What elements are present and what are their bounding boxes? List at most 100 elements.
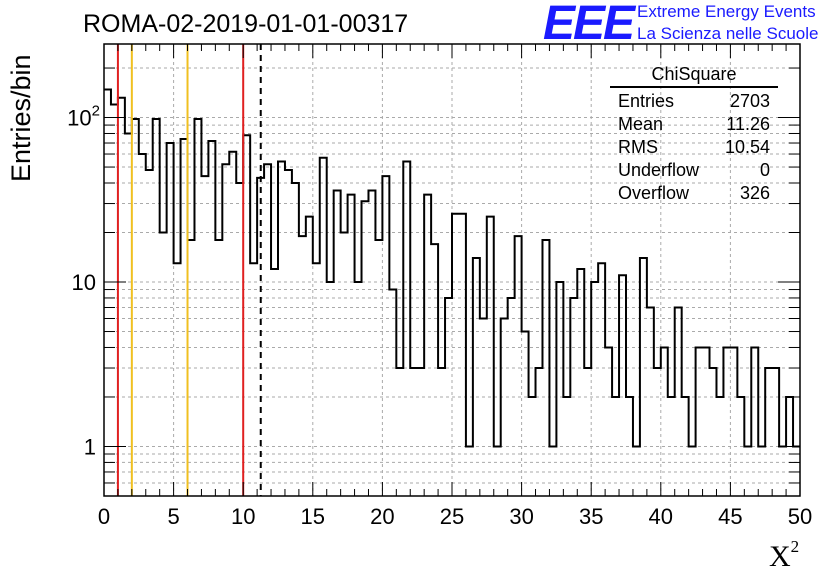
histogram-bin (341, 233, 348, 496)
histogram-bin (181, 139, 188, 496)
histogram-bin (236, 183, 243, 496)
histogram-bin (661, 347, 668, 496)
axis-ticks (103, 44, 801, 497)
histogram-bin (348, 195, 355, 496)
histogram-bin (368, 191, 375, 496)
histogram-bin (410, 368, 417, 496)
stats-label: RMS (618, 137, 658, 157)
x-axis-label-sup: 2 (790, 537, 800, 556)
x-tick-label: 40 (649, 504, 673, 529)
logo-caption-line2: La Scienza nelle Scuole (637, 24, 819, 43)
histogram-bin (438, 368, 445, 496)
histogram-bin (473, 258, 480, 496)
histogram-bin (522, 332, 529, 496)
grid-lines (104, 44, 800, 497)
histogram-bin (355, 282, 362, 496)
histogram-bin (640, 258, 647, 496)
histogram-bin (334, 191, 341, 496)
eee-logo: EEE (543, 0, 635, 50)
x-axis-label-main: X (769, 540, 791, 573)
x-tick-label: 0 (98, 504, 110, 529)
histogram-bin (591, 282, 598, 496)
histogram-bin (751, 347, 758, 496)
histogram-bin (417, 368, 424, 496)
histogram-bin (299, 236, 306, 496)
reference-lines (116, 44, 262, 496)
stats-row-rms: RMS 10.54 (610, 137, 778, 160)
histogram-bin (515, 236, 522, 496)
histogram-bin (501, 319, 508, 496)
stats-row-mean: Mean 11.26 (610, 114, 778, 137)
stats-value: 11.26 (726, 114, 770, 134)
histogram-bin (201, 176, 208, 496)
y-tick-label: 102 (67, 103, 100, 131)
histogram-bin (125, 133, 132, 496)
histogram-bin (139, 154, 146, 496)
stats-label: Overflow (618, 183, 690, 203)
histogram-bin (730, 347, 737, 496)
histogram-bin (167, 143, 174, 496)
histogram-bin (536, 368, 543, 496)
histogram-bin (160, 233, 167, 496)
stats-label: Mean (618, 114, 664, 134)
histogram-bin (480, 319, 487, 496)
stats-box: ChiSquare Entries 2703 Mean 11.26 RMS 10.54… (610, 64, 778, 206)
stats-label: Underflow (618, 160, 700, 180)
y-axis-label: Entries/bin (6, 54, 36, 182)
histogram-bin (382, 176, 389, 496)
chart-title: ROMA-02-2019-01-01-00317 (83, 10, 409, 38)
x-tick-label: 15 (301, 504, 325, 529)
histogram-bin (696, 347, 703, 496)
stats-row-overflow: Overflow 326 (610, 183, 778, 206)
x-tick-label: 45 (718, 504, 742, 529)
stats-row-entries: Entries 2703 (610, 91, 778, 114)
histogram-bin (243, 135, 250, 496)
y-tick-label: 10 (72, 270, 96, 295)
histogram-bin (396, 368, 403, 496)
y-tick-label: 1 (84, 434, 96, 459)
histogram-bin (320, 158, 327, 496)
histogram-bin (772, 368, 779, 496)
histogram-bin (765, 368, 772, 496)
histogram-bin (292, 183, 299, 496)
tick-labels: 0 5 10 15 20 25 30 35 40 45 50 1 10 102 (67, 103, 812, 529)
histogram-bin (111, 105, 118, 496)
histogram-step-line (104, 88, 800, 448)
x-tick-label: 10 (231, 504, 255, 529)
histogram-bin (362, 201, 369, 496)
histogram-bin (118, 98, 125, 496)
histogram-bin (556, 282, 563, 496)
stats-label: Entries (618, 91, 675, 111)
histogram-bin (327, 282, 334, 496)
histogram (104, 88, 800, 496)
logo-caption-line1: Extreme Energy Events (637, 2, 816, 21)
histogram-bin (424, 195, 431, 496)
histogram-bin (403, 162, 410, 496)
x-axis-label: X2 (769, 537, 799, 574)
stats-value: 326 (739, 183, 770, 203)
histogram-bin (654, 368, 661, 496)
histogram-bin (710, 368, 717, 496)
histogram-bin (285, 170, 292, 496)
x-tick-label: 5 (167, 504, 179, 529)
stats-value: 2703 (729, 91, 770, 111)
stats-title: ChiSquare (610, 64, 778, 88)
histogram-bin (104, 90, 111, 496)
histogram-bin (703, 347, 710, 496)
histogram-bin (584, 368, 591, 496)
histogram-bin (723, 347, 730, 496)
x-tick-label: 50 (788, 504, 812, 529)
stats-value: 10.54 (724, 137, 770, 157)
x-tick-label: 35 (579, 504, 603, 529)
histogram-bin (278, 162, 285, 496)
stats-value: 0 (759, 160, 770, 180)
histogram-bin (389, 290, 396, 496)
x-tick-label: 30 (509, 504, 533, 529)
x-tick-label: 20 (370, 504, 394, 529)
histogram-bin (647, 307, 654, 496)
histogram-bin (605, 347, 612, 496)
histogram-bin (675, 307, 682, 496)
histogram-bin (146, 170, 153, 496)
x-tick-label: 25 (440, 504, 464, 529)
